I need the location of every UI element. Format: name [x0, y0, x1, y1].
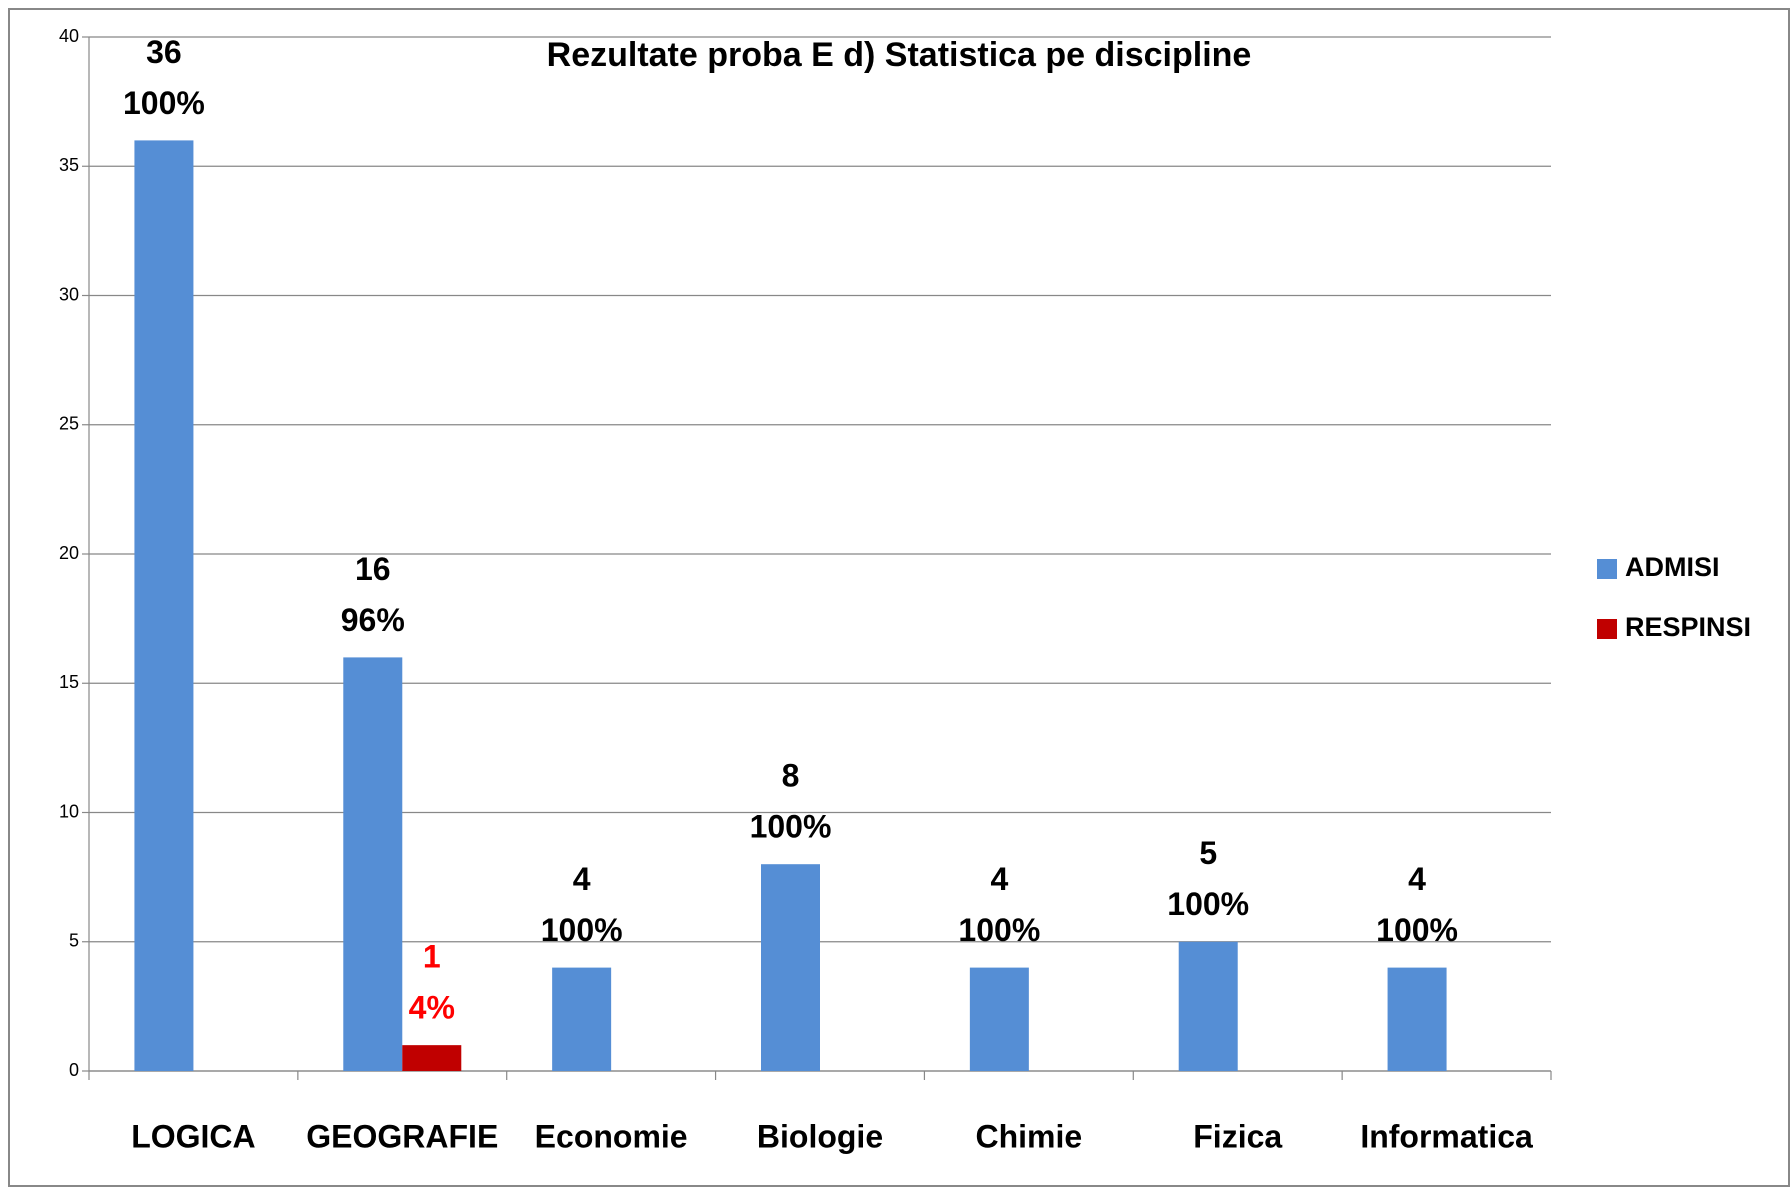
percent-label: 100% — [750, 809, 832, 845]
y-tick-label: 40 — [59, 26, 79, 46]
percent-label: 4% — [409, 990, 455, 1026]
x-tick-label: Informatica — [1360, 1118, 1533, 1154]
data-label: 4 — [573, 861, 591, 897]
x-tick-label: GEOGRAFIE — [306, 1118, 498, 1154]
percent-label: 96% — [341, 602, 405, 638]
data-label: 16 — [355, 551, 391, 587]
percent-label: 100% — [1167, 886, 1249, 922]
legend-swatch — [1597, 559, 1617, 579]
chart-border — [8, 8, 1790, 1187]
bar — [552, 967, 612, 1071]
bar — [969, 967, 1029, 1071]
y-tick-label: 15 — [59, 672, 79, 692]
x-tick-label: Economie — [535, 1118, 688, 1154]
bar — [343, 657, 403, 1071]
bar — [761, 864, 820, 1071]
percent-label: 100% — [541, 912, 623, 948]
y-tick-label: 30 — [59, 284, 79, 304]
chart-title: Rezultate proba E d) Statistica pe disci… — [547, 36, 1252, 74]
legend-label: ADMISI — [1625, 552, 1720, 582]
data-label: 4 — [990, 861, 1008, 897]
y-tick-label: 25 — [59, 414, 79, 434]
y-tick-label: 35 — [59, 155, 79, 175]
x-tick-label: Fizica — [1193, 1118, 1282, 1154]
bar — [1387, 967, 1447, 1071]
data-label: 8 — [782, 758, 800, 794]
data-label: 1 — [423, 939, 441, 975]
percent-label: 100% — [958, 912, 1040, 948]
legend-swatch — [1597, 619, 1617, 639]
data-label: 36 — [146, 34, 182, 70]
percent-label: 100% — [1376, 912, 1458, 948]
bar — [402, 1045, 462, 1071]
x-tick-label: Biologie — [757, 1118, 883, 1154]
y-tick-label: 20 — [59, 543, 79, 563]
y-tick-label: 5 — [69, 931, 79, 951]
data-label: 5 — [1199, 835, 1217, 871]
y-tick-label: 0 — [69, 1060, 79, 1080]
x-tick-label: Chimie — [976, 1118, 1083, 1154]
percent-label: 100% — [123, 85, 205, 121]
legend-label: RESPINSI — [1625, 612, 1751, 642]
data-label: 4 — [1408, 861, 1426, 897]
y-tick-label: 10 — [59, 801, 79, 821]
bar — [1178, 941, 1238, 1071]
x-tick-label: LOGICA — [131, 1118, 255, 1154]
bar — [134, 140, 194, 1071]
